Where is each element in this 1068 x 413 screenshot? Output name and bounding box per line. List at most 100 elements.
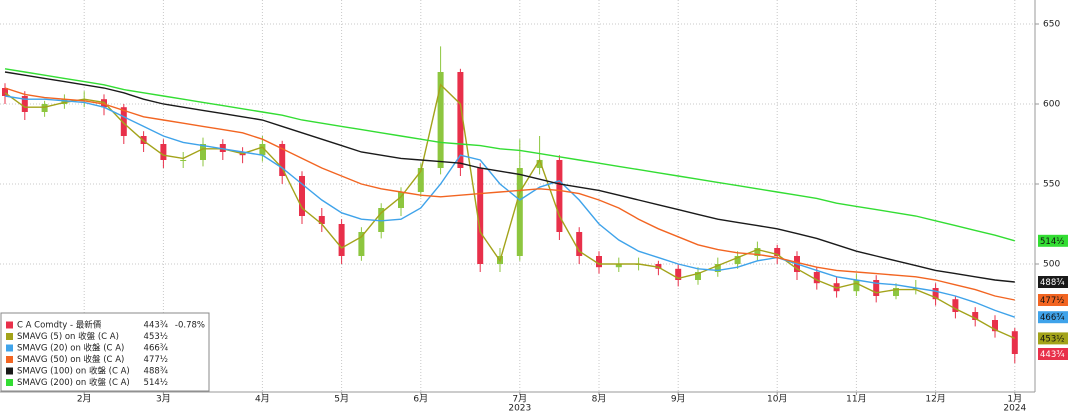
legend-label: SMAVG (200) on 收盤 (C A) — [17, 377, 130, 388]
x-tick-label: 11月 — [846, 394, 866, 405]
legend-swatch — [6, 333, 13, 340]
y-tick-label: 650 — [1043, 20, 1060, 30]
value-tag-label: 453½ — [1040, 334, 1064, 344]
ma-line — [4, 87, 1015, 301]
candle-body — [358, 232, 365, 256]
candle-body — [655, 264, 662, 269]
candle-body — [675, 268, 682, 280]
ma-line — [4, 95, 1016, 318]
legend-label: SMAVG (20) on 收盤 (C A) — [17, 343, 124, 354]
value-tag-label: 488¾ — [1040, 278, 1064, 288]
candle-body — [992, 320, 998, 332]
candle-body — [615, 264, 622, 268]
x-tick-label: 3月 — [156, 394, 171, 405]
candle-body — [556, 160, 563, 232]
y-tick-label: 500 — [1043, 260, 1060, 270]
candle-body — [21, 96, 28, 112]
candle-body — [299, 176, 305, 216]
x-tick-label: 7月 — [512, 394, 527, 405]
value-tag — [1038, 294, 1068, 306]
candle-body — [457, 72, 464, 168]
x-tick-label: 8月 — [592, 394, 607, 405]
candle-body — [200, 144, 206, 160]
x-tick-label: 12月 — [925, 394, 945, 405]
candle-body — [477, 168, 484, 264]
candle-body — [398, 192, 404, 208]
value-tag — [1038, 332, 1068, 345]
candle-body — [714, 264, 721, 272]
value-tag — [1038, 311, 1068, 324]
value-tag-label: 477½ — [1040, 296, 1064, 306]
y-tick-label: 600 — [1043, 100, 1060, 110]
legend-value: 443¾ — [144, 321, 168, 331]
legend-swatch — [6, 356, 13, 363]
legend-value: 488¾ — [144, 367, 168, 377]
x-tick-label: 5月 — [334, 394, 349, 405]
legend-swatch — [6, 379, 13, 386]
x-tick-label: 9月 — [671, 394, 686, 405]
legend-swatch — [6, 367, 13, 375]
x-tick-label: 10月 — [767, 394, 787, 405]
candle-body — [1011, 331, 1018, 354]
candle-body — [932, 288, 939, 300]
candle-body — [576, 232, 583, 256]
legend-label: SMAVG (50) on 收盤 (C A) — [17, 354, 124, 365]
candle-body — [873, 280, 880, 296]
x-tick-label: 1月 — [1007, 394, 1022, 405]
legend-value: 466¾ — [144, 344, 168, 354]
candle-body — [318, 216, 325, 224]
candle-body — [536, 160, 543, 168]
candle-body — [2, 88, 8, 96]
candle-body — [61, 99, 68, 104]
candle-body — [833, 283, 840, 292]
candle-body — [417, 168, 424, 192]
value-tag-label: 514½ — [1040, 237, 1064, 247]
legend-change: -0.78% — [175, 321, 205, 331]
x-tick-label: 4月 — [255, 394, 270, 405]
candle-body — [279, 144, 286, 176]
value-tag — [1038, 234, 1068, 247]
candle-body — [853, 280, 860, 292]
candle-body — [952, 299, 959, 312]
candle-body — [596, 256, 602, 268]
candle-body — [774, 248, 781, 256]
legend-swatch — [6, 344, 13, 352]
plot-area — [2, 46, 1018, 364]
value-tag — [1038, 276, 1068, 288]
legend-label: C A Comdty - 最新價 — [17, 320, 102, 331]
candle-body — [754, 248, 761, 256]
candle-body — [695, 272, 701, 280]
y-tick-label: 550 — [1043, 180, 1060, 190]
legend-label: SMAVG (100) on 收盤 (C A) — [17, 366, 130, 377]
ma-line — [4, 68, 1015, 242]
value-tag-label: 443¾ — [1040, 350, 1064, 360]
legend-value: 477½ — [144, 355, 168, 365]
candle-body — [378, 208, 385, 232]
ma-line — [4, 71, 1015, 283]
candle-body — [338, 224, 345, 256]
candle-body — [160, 144, 167, 160]
legend: C A Comdty - 最新價 443¾ -0.78% SMAVG (5) on 收… — [0, 312, 210, 392]
candle-body — [120, 107, 127, 136]
value-tag-label: 466¾ — [1040, 313, 1064, 323]
candle-body — [516, 168, 523, 256]
legend-value: 514½ — [144, 378, 168, 388]
legend-swatch — [6, 321, 13, 329]
candle-body — [893, 288, 899, 296]
candle-body — [437, 72, 444, 168]
candle-body — [41, 104, 48, 112]
legend-label: SMAVG (5) on 收盤 (C A) — [17, 331, 119, 342]
year-label: 2024 — [1003, 404, 1026, 413]
legend-value: 453½ — [144, 332, 168, 342]
candle-body — [219, 144, 226, 152]
candle-body — [813, 272, 820, 284]
candle-body — [180, 160, 187, 161]
year-label: 2023 — [508, 404, 531, 413]
candle-body — [734, 256, 741, 264]
x-tick-label: 6月 — [413, 394, 428, 405]
legend-box — [0, 312, 210, 392]
ma-line — [4, 83, 1016, 340]
candle-body — [259, 144, 266, 156]
